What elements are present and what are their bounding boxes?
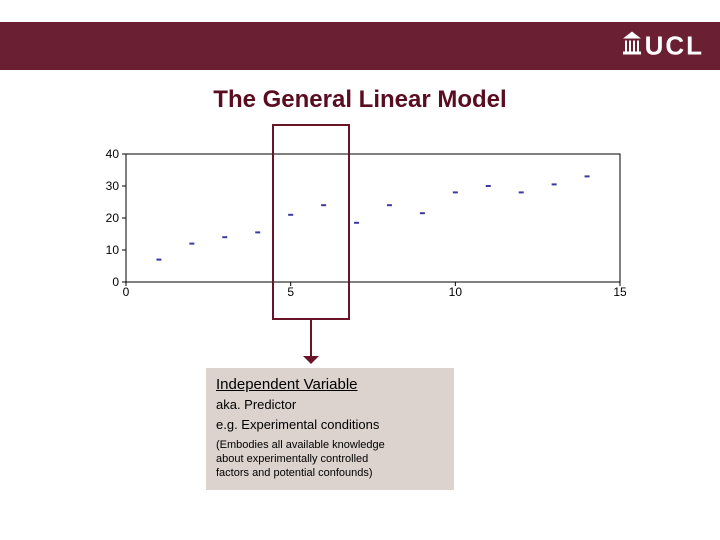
header-banner: UCL (0, 22, 720, 70)
svg-text:15: 15 (613, 285, 626, 298)
portico-icon (623, 32, 641, 61)
slide-title: The General Linear Model (0, 86, 720, 114)
ucl-logo: UCL (623, 31, 704, 62)
svg-text:10: 10 (449, 285, 463, 298)
svg-text:20: 20 (106, 211, 120, 225)
callout-sub1: aka. Predictor (216, 397, 444, 413)
svg-text:40: 40 (106, 148, 120, 161)
callout-sub2: e.g. Experimental conditions (216, 417, 444, 433)
highlight-arrow-icon (303, 320, 319, 366)
svg-text:0: 0 (123, 285, 130, 298)
svg-text:0: 0 (112, 275, 119, 289)
callout-heading: Independent Variable (216, 376, 444, 393)
callout-para3: factors and potential confounds) (216, 466, 444, 480)
svg-text:10: 10 (106, 243, 120, 257)
svg-text:30: 30 (106, 179, 120, 193)
highlight-box (272, 124, 350, 320)
ucl-logo-text: UCL (645, 31, 704, 62)
scatter-chart: 010203040051015 (86, 148, 626, 298)
callout-para1: (Embodies all available knowledge (216, 438, 444, 452)
independent-variable-callout: Independent Variable aka. Predictor e.g.… (206, 368, 454, 490)
callout-para2: about experimentally controlled (216, 452, 444, 466)
slide-root: UCL The General Linear Model 01020304005… (0, 0, 720, 540)
chart-svg: 010203040051015 (86, 148, 626, 298)
